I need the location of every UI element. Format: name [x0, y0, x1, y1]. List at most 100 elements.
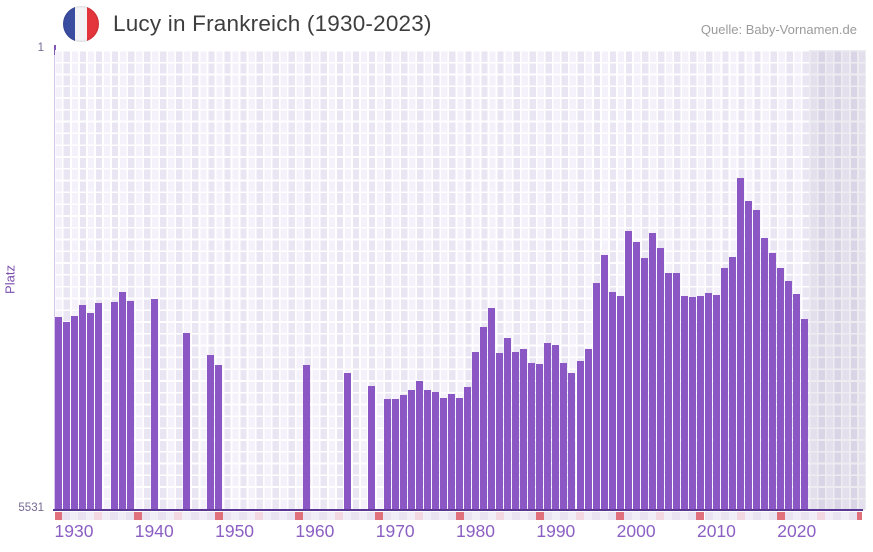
x-axis-label-2000: 2000 [616, 521, 656, 541]
bar-2002 [632, 242, 640, 510]
x-axis-label-2020: 2020 [777, 521, 817, 541]
year-tick-2003 [640, 512, 649, 520]
year-tick-2019 [768, 512, 777, 520]
x-axis-label-1960: 1960 [295, 521, 335, 541]
year-tick-1972 [391, 512, 400, 520]
year-tick-1971 [383, 512, 392, 520]
year-tick-2015 [736, 512, 745, 520]
bar-1989 [528, 363, 536, 510]
year-tick-2007 [672, 512, 681, 520]
bar-2007 [672, 272, 680, 510]
year-tick-2017 [752, 512, 761, 520]
bar-1991 [544, 343, 552, 510]
bar-2023 [801, 319, 809, 510]
bar-1994 [568, 373, 576, 510]
bar-1993 [560, 363, 568, 510]
no-data-band [808, 50, 866, 510]
bar-2012 [713, 294, 721, 510]
year-tick-2002 [632, 512, 641, 520]
year-tick-1942 [150, 512, 159, 520]
year-tick-2022 [792, 512, 801, 520]
year-tick-1981 [463, 512, 472, 520]
bar-1975 [415, 380, 423, 510]
year-tick-1982 [471, 512, 480, 520]
year-tick-1931 [62, 512, 71, 520]
bar-2021 [785, 281, 793, 510]
year-tick-1967 [351, 512, 360, 520]
year-tick-2000 [616, 512, 625, 520]
year-tick-1935 [94, 512, 103, 520]
bar-1981 [464, 387, 472, 510]
bar-1978 [439, 398, 447, 510]
year-tick-1976 [423, 512, 432, 520]
year-tick-1938 [118, 512, 127, 520]
bar-1998 [600, 254, 608, 510]
source-attribution: Quelle: Baby-Vornamen.de [700, 22, 857, 37]
year-tick-2024 [808, 512, 817, 520]
year-tick-2013 [720, 512, 729, 520]
year-tick-1994 [567, 512, 576, 520]
bar-2000 [616, 296, 624, 510]
bar-1988 [520, 348, 528, 510]
year-tick-1984 [487, 512, 496, 520]
bar-2001 [624, 230, 632, 510]
bar-1992 [552, 345, 560, 510]
y-axis-spine [54, 50, 56, 510]
year-tick-1997 [592, 512, 601, 520]
bar-2009 [688, 296, 696, 510]
chart-title: Lucy in Frankreich (1930-2023) [113, 11, 432, 36]
year-tick-2026 [824, 512, 833, 520]
bar-1984 [488, 308, 496, 510]
bar-1933 [78, 304, 86, 510]
bar-2008 [680, 296, 688, 510]
year-tick-1993 [559, 512, 568, 520]
bar-2014 [729, 257, 737, 510]
year-tick-1978 [439, 512, 448, 520]
year-tick-1940 [134, 512, 143, 520]
year-tick-1959 [286, 512, 295, 520]
year-tick-1952 [230, 512, 239, 520]
year-tick-1998 [600, 512, 609, 520]
year-tick-1975 [415, 512, 424, 520]
x-axis-label-1930: 1930 [54, 521, 94, 541]
year-tick-1973 [399, 512, 408, 520]
bar-1939 [126, 301, 134, 510]
year-tick-1986 [503, 512, 512, 520]
bar-1961 [303, 365, 311, 510]
bar-1949 [207, 355, 215, 510]
x-axis-label-2010: 2010 [696, 521, 736, 541]
bar-1983 [480, 326, 488, 510]
year-tick-2023 [800, 512, 809, 520]
year-tick-1974 [407, 512, 416, 520]
year-tick-1995 [576, 512, 585, 520]
bar-1997 [592, 282, 600, 510]
year-tick-2028 [841, 512, 850, 520]
year-tick-1950 [214, 512, 223, 520]
year-tick-2027 [833, 512, 842, 520]
year-tick-2011 [704, 512, 713, 520]
bar-1996 [584, 348, 592, 510]
bar-2011 [705, 293, 712, 510]
bar-1971 [383, 399, 391, 510]
year-tick-1965 [335, 512, 344, 520]
year-tick-1944 [166, 512, 175, 520]
year-tick-1947 [190, 512, 199, 520]
bar-2013 [721, 267, 729, 510]
bar-2005 [656, 247, 664, 510]
year-tick-1955 [254, 512, 263, 520]
year-tick-1960 [294, 512, 303, 520]
bar-1972 [391, 399, 399, 510]
x-axis-label-1940: 1940 [134, 521, 174, 541]
year-tick-2008 [680, 512, 689, 520]
year-tick-1961 [302, 512, 311, 520]
year-tick-2010 [696, 512, 705, 520]
y-axis-min-rank-label: 5531 [18, 502, 44, 514]
bar-2018 [761, 237, 769, 510]
bar-2006 [664, 272, 672, 510]
year-tick-1966 [343, 512, 352, 520]
year-tick-1970 [375, 512, 384, 520]
year-tick-2006 [664, 512, 673, 520]
bar-2004 [648, 232, 656, 510]
year-tick-2005 [656, 512, 665, 520]
